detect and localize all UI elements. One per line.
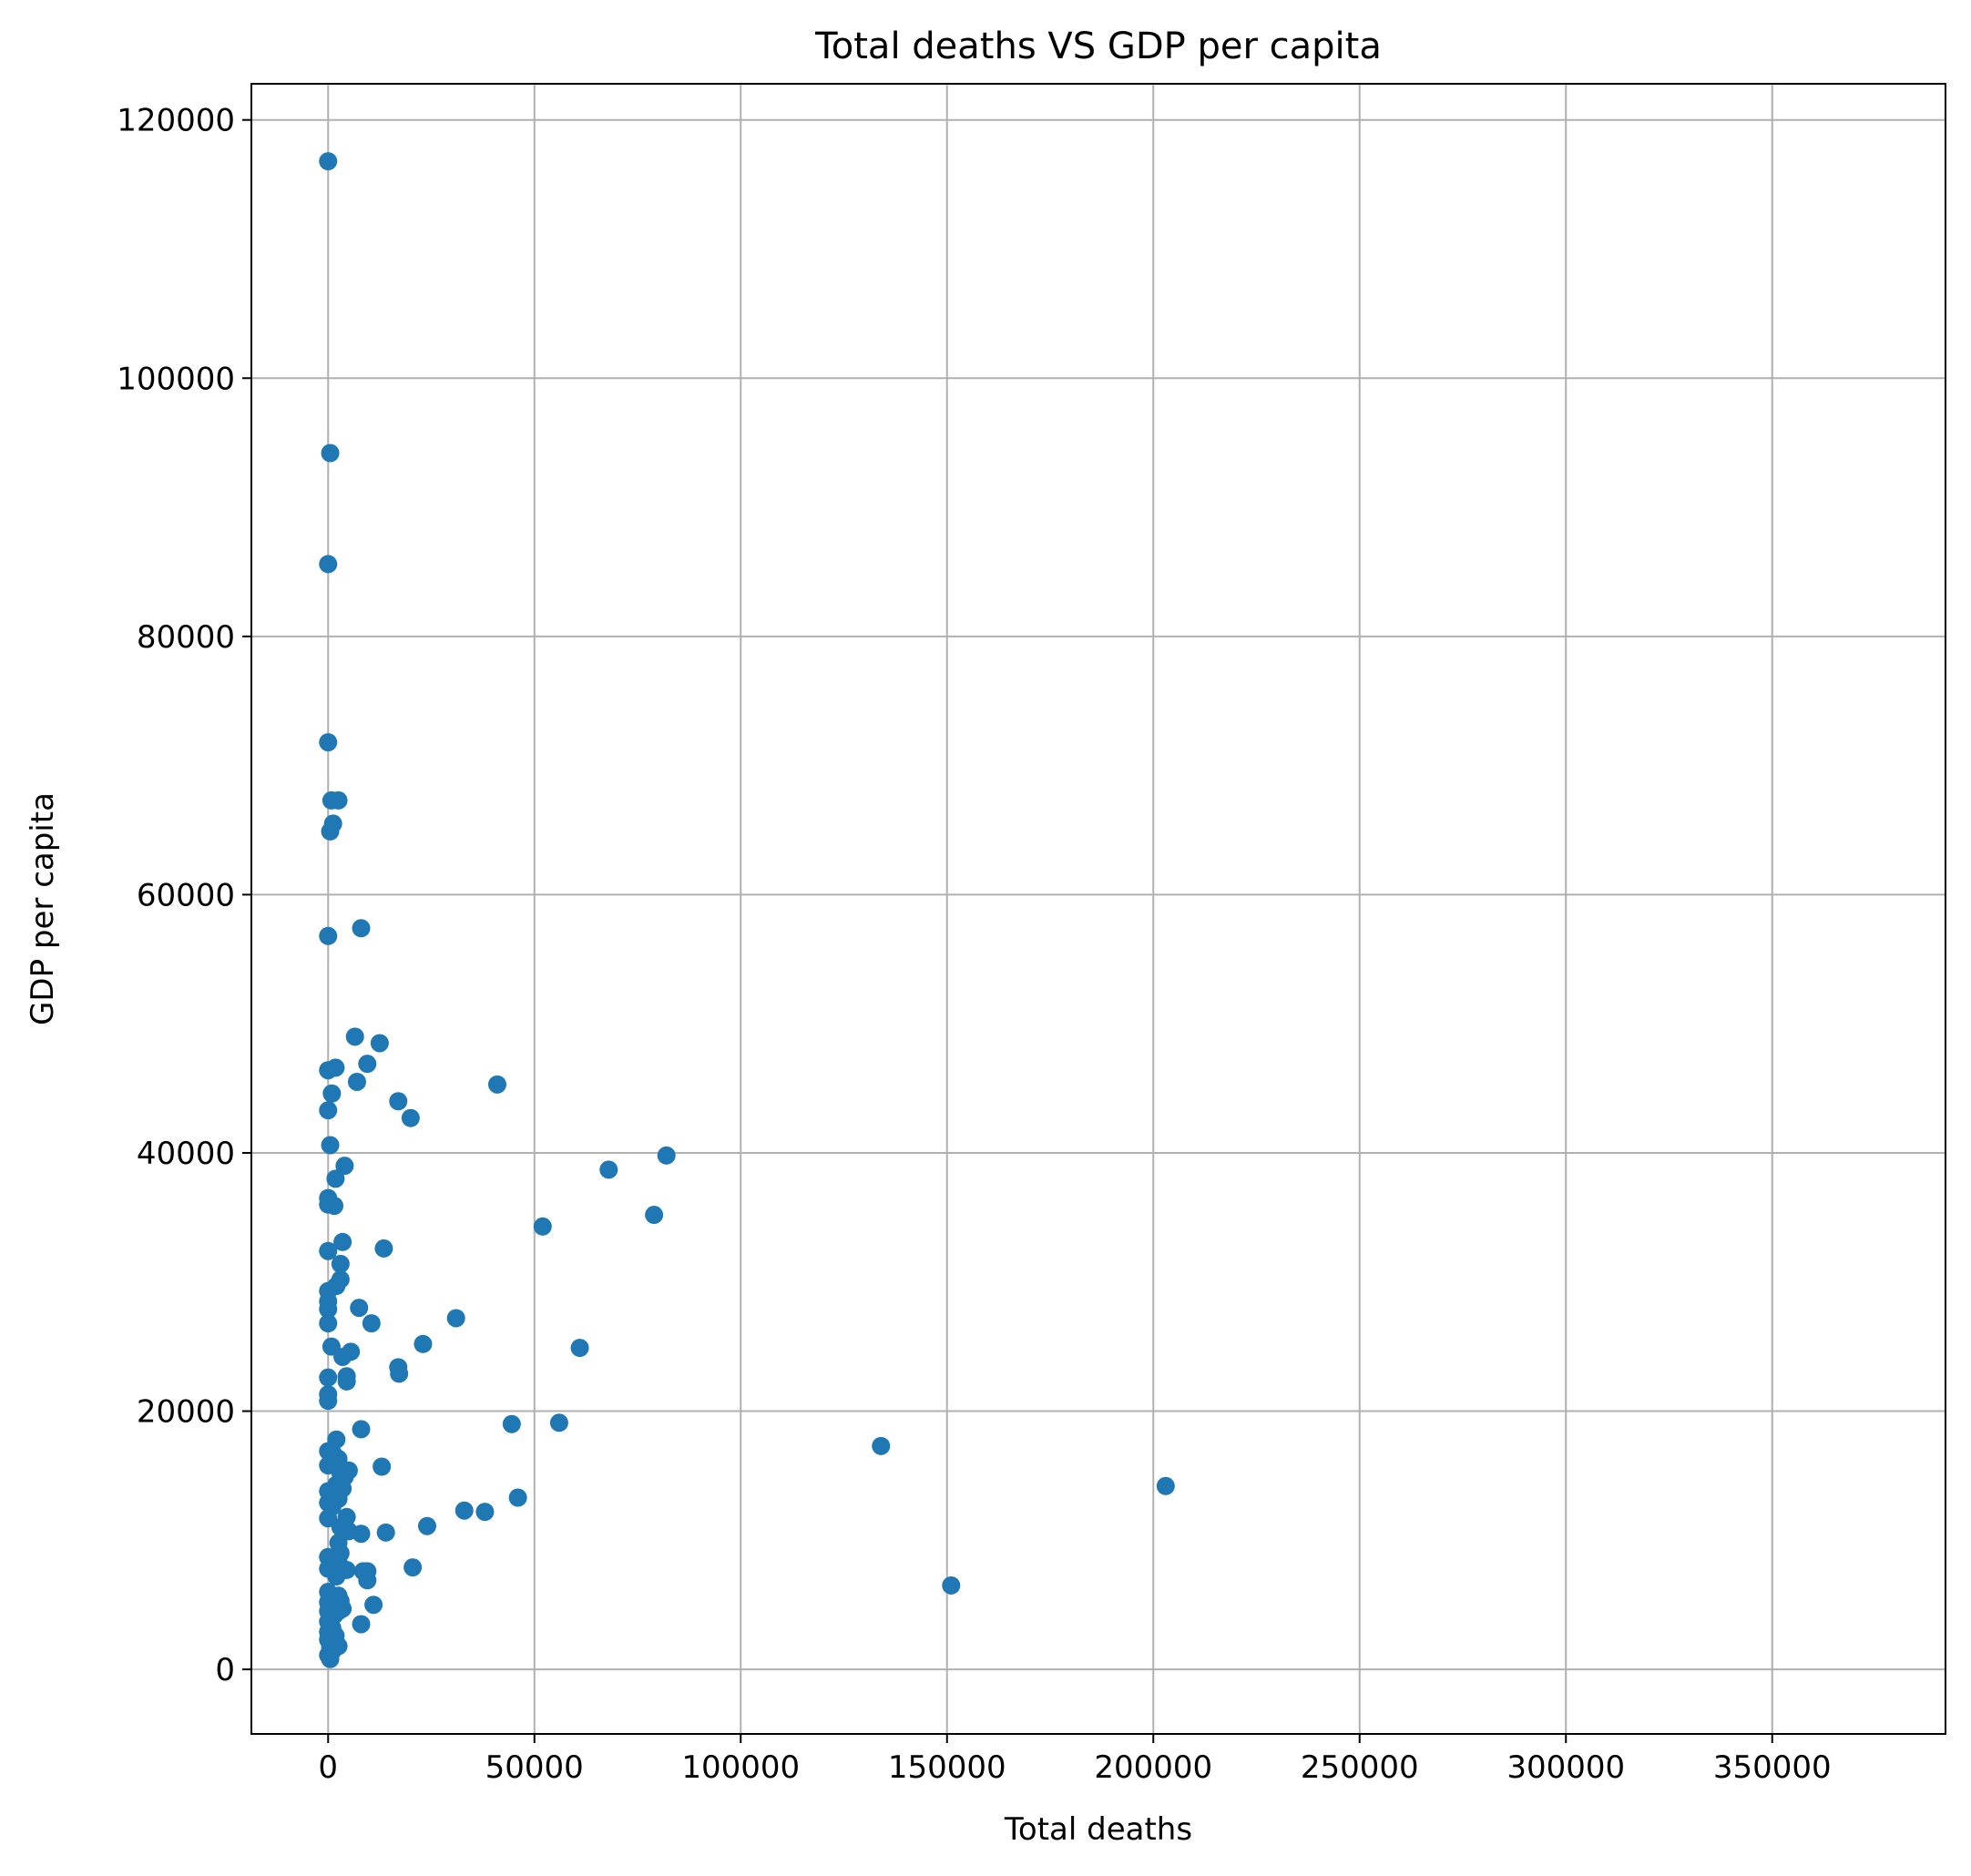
data-point [321,821,340,841]
data-point [335,1157,354,1176]
data-point [942,1575,961,1595]
data-point [321,1649,340,1668]
data-point [364,1596,383,1615]
data-point [337,1371,356,1391]
data-point [645,1206,664,1225]
y-axis-title: GDP per capita [25,792,61,1025]
data-point [549,1413,568,1432]
data-point [533,1217,552,1236]
scatter-points [319,152,1175,1668]
y-tick-label: 0 [215,1652,235,1688]
y-tick-label: 80000 [137,619,235,656]
x-tick-label: 150000 [888,1749,1006,1786]
data-point [358,1055,377,1074]
data-point [454,1501,474,1520]
data-point [319,1392,338,1411]
y-tick-label: 120000 [117,103,235,139]
y-tick-label: 60000 [137,877,235,913]
data-point [345,1027,364,1046]
data-point [401,1108,420,1127]
x-axis-ticks: 0 50000 100000 150000 200000 250000 300000 3500… [318,1734,1832,1786]
data-point [414,1334,433,1353]
data-point [389,1092,408,1111]
data-point [599,1160,618,1179]
y-tick-label: 40000 [137,1136,235,1172]
chart-title: Total deaths VS GDP per capita [814,25,1382,67]
data-point [508,1488,527,1507]
data-point [370,1034,389,1053]
data-point [319,1368,338,1387]
data-point [333,1232,352,1251]
data-point [326,1169,345,1188]
data-point [352,1524,371,1544]
y-tick-label: 100000 [117,361,235,397]
data-point [322,1084,342,1103]
plot-area-frame [250,83,1946,1735]
x-tick-label: 50000 [485,1749,584,1786]
data-point [327,1567,346,1586]
data-point [319,733,338,752]
data-point [329,790,348,810]
data-point [446,1309,465,1328]
data-point [347,1072,366,1091]
data-point [376,1523,395,1542]
data-point [487,1075,506,1094]
x-tick-label: 200000 [1094,1749,1212,1786]
data-point [374,1239,393,1258]
data-point [319,1241,338,1260]
grid [251,84,1945,1734]
data-point [475,1503,495,1522]
data-point [352,1615,371,1634]
data-point [319,1101,338,1120]
x-tick-label: 350000 [1713,1749,1832,1786]
data-point [319,152,338,171]
x-tick-label: 250000 [1301,1749,1419,1786]
data-point [350,1299,369,1318]
data-point [352,919,371,938]
x-tick-label: 100000 [681,1749,800,1786]
data-point [1156,1476,1175,1495]
data-point [325,1197,344,1216]
data-point [321,444,340,463]
data-point [657,1146,676,1165]
data-point [403,1558,423,1577]
data-point [319,1061,338,1080]
data-point [331,1254,350,1273]
data-point [319,1314,338,1333]
data-point [319,926,338,945]
data-point [362,1314,381,1333]
data-point [390,1364,409,1383]
data-point [373,1457,392,1476]
data-point [319,555,338,574]
data-point [358,1571,377,1590]
data-point [321,1136,340,1155]
data-point [333,1347,352,1366]
data-point [872,1436,891,1455]
data-point [319,1300,338,1319]
data-point [570,1339,589,1358]
y-tick-label: 20000 [137,1394,235,1431]
y-axis-ticks: 0 20000 40000 60000 80000 100000 120000 [117,103,251,1688]
x-axis-title: Total deaths [1004,1811,1192,1848]
data-point [417,1516,436,1535]
data-point [502,1414,521,1433]
x-tick-label: 0 [318,1749,338,1786]
data-point [352,1420,371,1439]
x-tick-label: 300000 [1506,1749,1625,1786]
